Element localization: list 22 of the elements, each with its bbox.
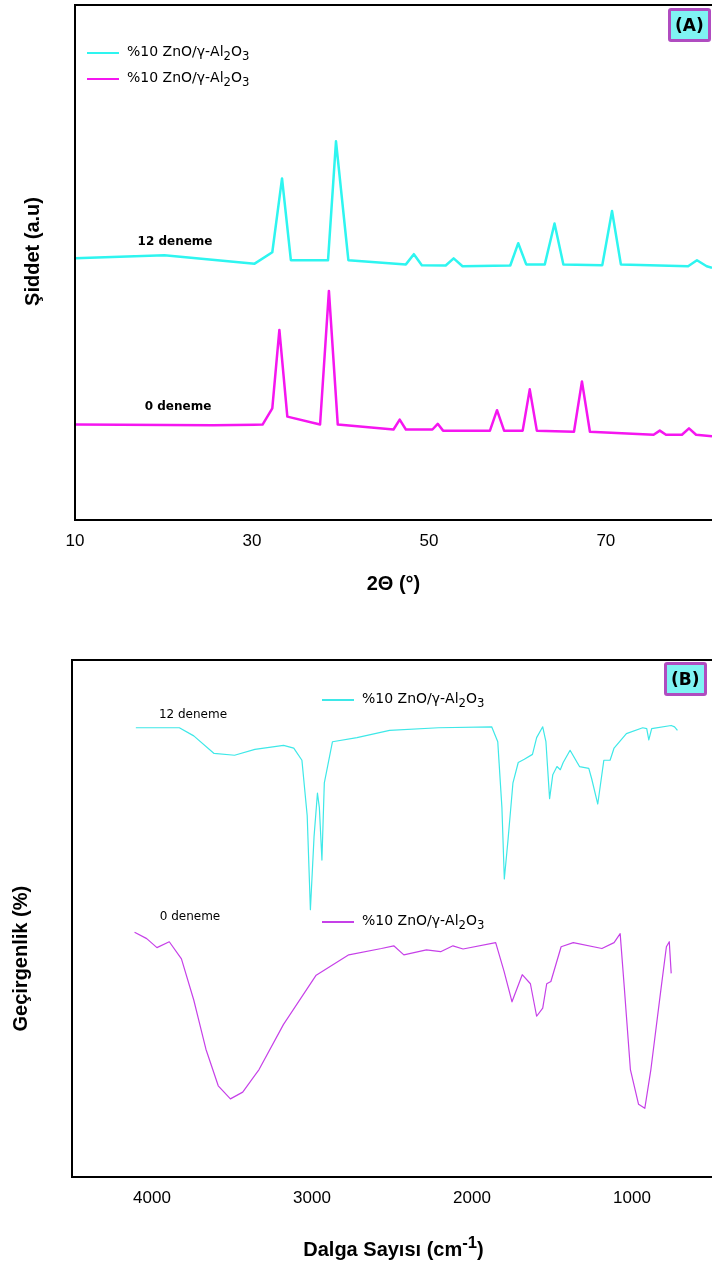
annotation: 0 deneme — [144, 399, 212, 413]
chart-title: (B) — [664, 662, 707, 696]
legend-label: %10 ZnO/γ-Al$_{2}$O$_{3}$ — [127, 69, 250, 89]
x-tick-label: 70 — [596, 530, 616, 550]
chart-title: (A) — [668, 8, 711, 42]
annotation: 0 deneme — [159, 909, 221, 923]
x-axis-title: Dalga Sayısı (cm$^{-1}$) — [302, 1233, 485, 1261]
x-tick-label: 1000 — [613, 1187, 651, 1207]
x-tick-label: 10 — [65, 530, 85, 550]
legend-label: %10 ZnO/γ-Al$_{2}$O$_{3}$ — [362, 912, 485, 932]
x-tick-label: 4000 — [133, 1187, 171, 1207]
y-axis-title: Şiddet (a.u) — [20, 196, 44, 308]
x-tick-label: 30 — [242, 530, 262, 550]
legend-label: %10 ZnO/γ-Al$_{2}$O$_{3}$ — [362, 690, 485, 710]
y-axis-title: Geçirgenlik (%) — [8, 885, 32, 1032]
text: 12 deneme — [158, 707, 228, 721]
x-axis-title: 2Θ (°) — [365, 572, 422, 595]
legend-label: %10 ZnO/γ-Al$_{2}$O$_{3}$ — [127, 43, 250, 63]
x-tick-label: 3000 — [293, 1187, 331, 1207]
annotation: 12 deneme — [137, 234, 213, 248]
x-tick-label: 50 — [419, 530, 439, 550]
x-tick-label: 2000 — [453, 1187, 491, 1207]
